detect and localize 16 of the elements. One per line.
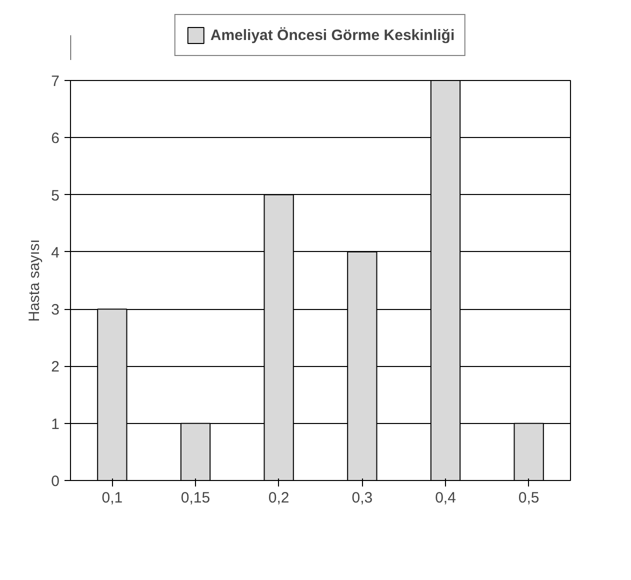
y-tick-label: 7 — [51, 73, 60, 90]
y-tick-label: 1 — [51, 416, 60, 433]
y-tick-label: 6 — [51, 130, 60, 148]
y-tick-label: 5 — [51, 187, 60, 204]
y-tick-label: 2 — [51, 358, 60, 376]
x-tick-label: 0,5 — [518, 490, 540, 506]
x-tick-label: 0,4 — [435, 490, 456, 506]
y-tick-label: 3 — [51, 302, 60, 319]
x-tick-label: 0,1 — [102, 490, 123, 506]
x-tick-label: 0,2 — [268, 490, 290, 506]
y-tick-label: 4 — [51, 244, 60, 262]
y-axis-title: Hasta sayısı — [26, 239, 44, 322]
legend-label: Ameliyat Öncesi Görme Keskinliği — [210, 26, 455, 44]
x-tick-label: 0,3 — [352, 490, 373, 506]
x-tick-label: 0,15 — [180, 490, 210, 506]
y-tick-label: 0 — [51, 473, 60, 490]
